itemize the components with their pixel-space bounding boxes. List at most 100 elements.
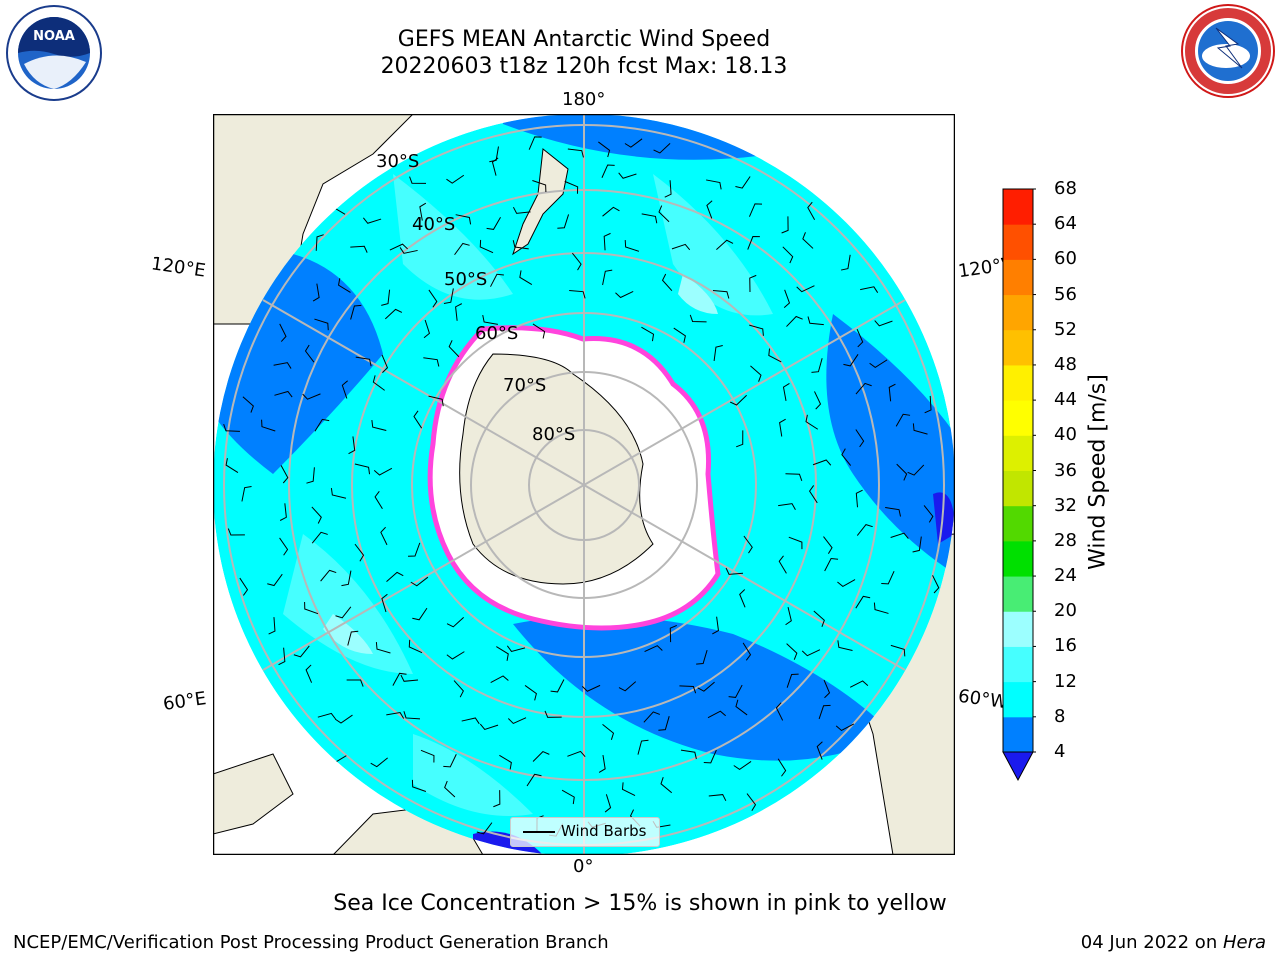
wind-barb — [348, 436, 356, 455]
wind-barb — [618, 681, 637, 692]
wind-barb — [489, 146, 499, 163]
wind-barb — [746, 793, 757, 811]
wind-barb — [733, 761, 752, 771]
wind-barb — [267, 573, 283, 587]
colorbar-block — [1003, 505, 1033, 542]
wind-barb — [567, 148, 584, 158]
wind-barb — [278, 647, 286, 666]
wind-barb — [561, 789, 575, 805]
wind-barb — [491, 157, 499, 176]
wind-barb — [855, 429, 865, 448]
wind-barb — [855, 489, 863, 508]
wind-barb — [777, 758, 787, 777]
wind-barb — [824, 558, 839, 572]
wind-barb — [311, 506, 322, 524]
wind-barb — [354, 463, 371, 475]
wind-barb — [493, 790, 501, 808]
wind-barb — [419, 202, 427, 221]
colorbar-block — [1003, 681, 1033, 718]
wind-barb — [279, 537, 289, 556]
wind-barb — [849, 680, 869, 688]
wind-barb — [725, 567, 744, 575]
wind-barb — [603, 232, 611, 251]
wind-barb — [225, 458, 239, 473]
wind-barb — [423, 319, 431, 339]
wind-barb — [796, 285, 815, 293]
wind-barb — [712, 616, 719, 635]
colorbar-tick-label: 32 — [1054, 494, 1077, 516]
footer-date: 04 Jun 2022 on Hera — [1081, 932, 1266, 953]
wind-barb — [874, 320, 893, 327]
wind-barb — [512, 206, 531, 214]
sea-ice-note: Sea Ice Concentration > 15% is shown in … — [333, 891, 947, 916]
wind-barb — [444, 780, 456, 798]
wind-barb — [448, 340, 460, 358]
wind-barb — [856, 328, 864, 348]
colorbar-tick-label: 36 — [1054, 459, 1077, 481]
wind-barb — [660, 777, 673, 794]
wind-barb — [381, 593, 388, 613]
wind-barb — [268, 617, 276, 635]
lat-label-80s: 80°S — [532, 424, 575, 445]
wind-barb — [380, 526, 388, 546]
wind-barb — [742, 642, 752, 661]
wind-barb — [689, 314, 707, 323]
wind-barb — [409, 176, 427, 184]
wind-barb — [550, 679, 565, 693]
wind-barb — [496, 646, 509, 661]
wind-barb — [274, 390, 293, 398]
colorbar-block — [1003, 576, 1033, 612]
wind-barb — [813, 610, 825, 628]
wind-barb — [304, 344, 315, 363]
wind-barb — [807, 316, 824, 326]
wind-barb — [713, 344, 723, 362]
wind-barb — [412, 607, 428, 621]
wind-barb — [453, 680, 464, 698]
lat-label-30s: 30°S — [376, 151, 419, 172]
wind-barb — [507, 717, 527, 725]
wind-barb — [410, 576, 429, 587]
wind-barb — [273, 362, 292, 369]
wind-barb — [420, 749, 435, 763]
colorbar-tick-label: 52 — [1054, 318, 1077, 340]
wind-barb — [860, 286, 879, 293]
wind-barb — [778, 503, 796, 510]
wind-barb — [644, 645, 663, 653]
wind-barb — [786, 315, 803, 327]
lat-label-50s: 50°S — [444, 269, 487, 290]
wind-barb — [816, 741, 823, 760]
wind-barb — [788, 536, 803, 550]
wind-barb — [293, 645, 310, 658]
wind-barb — [532, 323, 546, 339]
wind-barb — [604, 794, 612, 813]
wind-barb — [571, 252, 582, 271]
wind-barb — [311, 531, 328, 544]
wind-barb — [384, 308, 403, 320]
lat-label-70s: 70°S — [503, 375, 546, 396]
wind-barb — [476, 822, 493, 835]
wind-barb — [837, 579, 856, 588]
wind-speed-colorbar — [1002, 188, 1036, 782]
wind-barb — [601, 164, 615, 178]
colorbar-under-extension — [1002, 751, 1034, 782]
wind-barb — [490, 273, 504, 287]
wind-barb — [564, 180, 579, 194]
lon-label-top: 180° — [562, 89, 606, 110]
colorbar-block — [1003, 294, 1033, 331]
wind-field — [213, 114, 955, 855]
wind-barb — [855, 382, 872, 395]
wind-barb — [408, 542, 421, 557]
wind-barb — [618, 172, 637, 179]
wind-barb — [673, 327, 686, 343]
wind-barb — [350, 304, 362, 320]
wind-barb — [490, 675, 509, 683]
wind-barb — [411, 779, 427, 792]
antarctic-wind-map: 30°S 40°S 50°S 60°S 70°S 80°S — [213, 114, 955, 855]
wind-barb — [912, 423, 928, 435]
wind-barb — [881, 570, 895, 585]
wind-barb — [486, 217, 501, 230]
colorbar-block — [1003, 259, 1033, 296]
chart-title: GEFS MEAN Antarctic Wind Speed — [397, 27, 771, 52]
wind-barb — [786, 643, 798, 660]
wind-barb — [305, 664, 313, 683]
